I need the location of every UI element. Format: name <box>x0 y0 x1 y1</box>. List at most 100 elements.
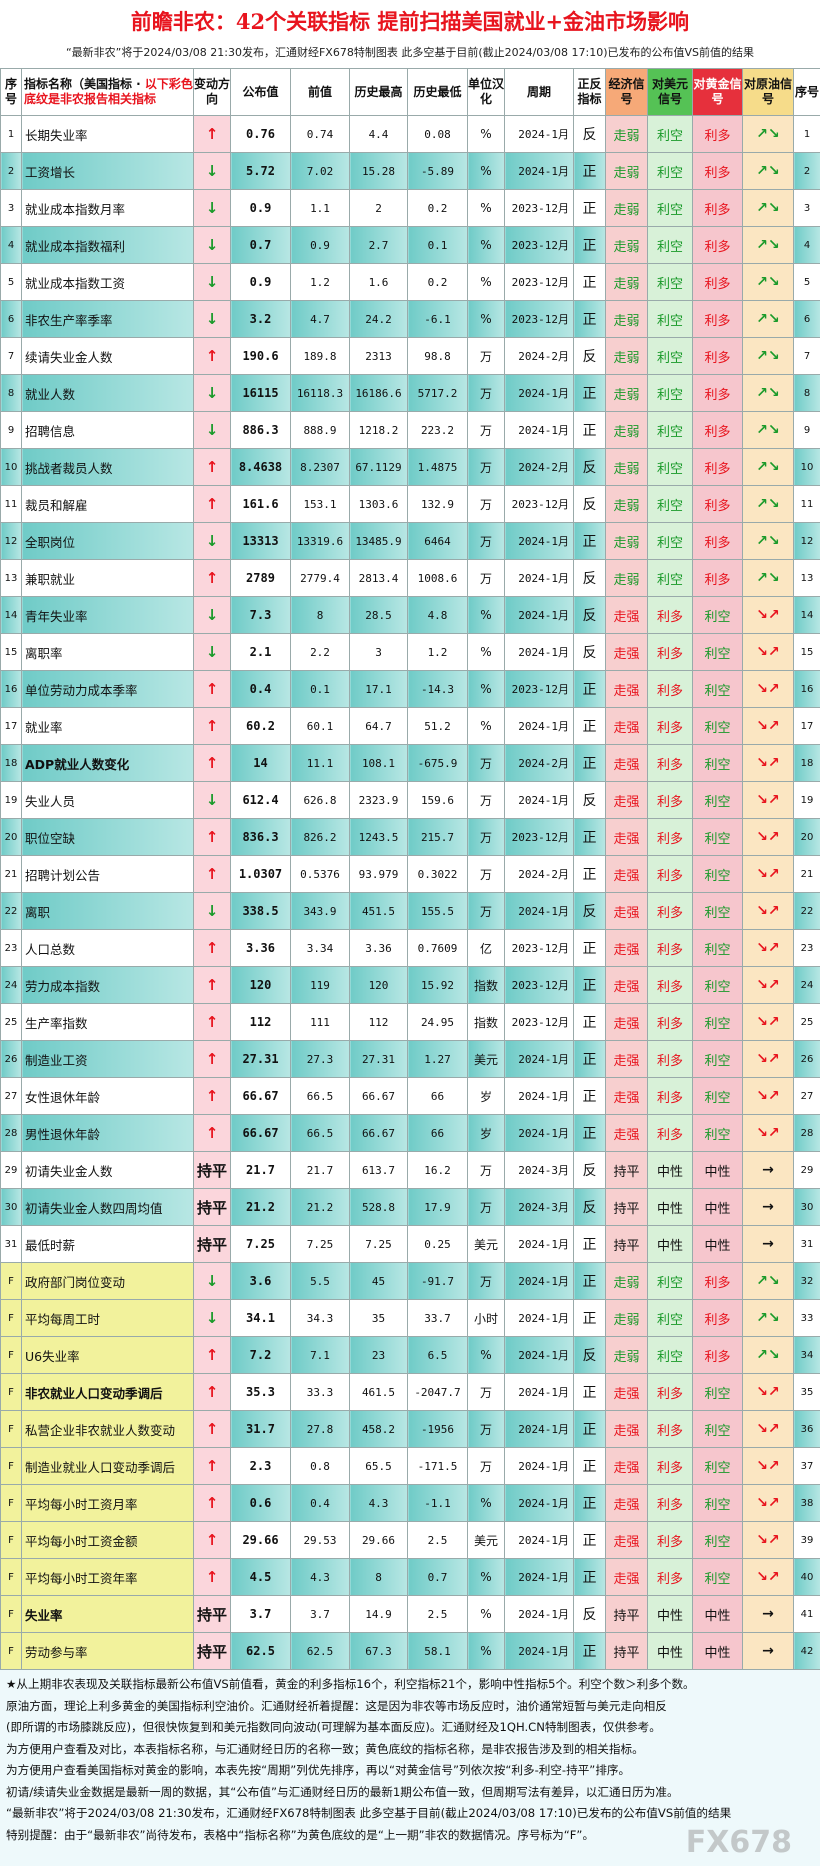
cell: 利空 <box>647 374 693 412</box>
table-row: 31 最低时薪 持平 7.25 7.25 7.25 0.25 美元 2024-1月正持平 中性 中性… <box>0 1225 820 1263</box>
cell: 就业成本指数工资 <box>21 263 194 301</box>
table-row: 21 招聘计划公告 ↑ 1.0307 0.5376 93.979 0.3022 万 2024-2… <box>0 855 820 893</box>
cell: 17.9 <box>407 1188 468 1226</box>
cell: 2024-1月 <box>504 1521 574 1559</box>
table-row: 9 招聘信息 ↓ 886.3 888.9 1218.2 223.2 万 2024-1月正走弱 利空… <box>0 411 820 449</box>
cell: 2024-3月 <box>504 1188 574 1226</box>
cell: 利多 <box>692 300 743 338</box>
cell: 190.6 <box>230 337 291 375</box>
cell: 离职率 <box>21 633 194 671</box>
cell: 利多 <box>692 226 743 264</box>
cell: 24 <box>0 966 22 1004</box>
cell: 男性退休年龄 <box>21 1114 194 1152</box>
cell: 持平 <box>193 1595 231 1633</box>
cell: 27.31 <box>349 1040 408 1078</box>
cell: 612.4 <box>230 781 291 819</box>
cell: 正 <box>573 966 606 1004</box>
cell: 利空 <box>692 1410 743 1448</box>
cell: ↑ <box>193 1336 231 1374</box>
cell: 36 <box>793 1410 820 1448</box>
cell: 66.67 <box>349 1114 408 1152</box>
cell: 21 <box>793 855 820 893</box>
cell: 利多 <box>692 152 743 190</box>
cell: 劳动参与率 <box>21 1632 194 1670</box>
table-row: 8 就业人数 ↓ 16115 16118.3 16186.6 5717.2 万 2024-1月正… <box>0 374 820 412</box>
cell: 22 <box>0 892 22 930</box>
cell: ↗↘ <box>742 115 794 153</box>
column-header-label: 指标名称（美国指标 · <box>24 77 145 91</box>
cell: 利空 <box>692 781 743 819</box>
cell: 0.7609 <box>407 929 468 967</box>
cell: 132.9 <box>407 485 468 523</box>
cell: 利空 <box>647 337 693 375</box>
cell: 19 <box>0 781 22 819</box>
cell: 2024-1月 <box>504 522 574 560</box>
cell: 35 <box>793 1373 820 1411</box>
column-header: 序号 <box>793 68 820 116</box>
cell: 万 <box>467 892 505 930</box>
cell: 338.5 <box>230 892 291 930</box>
cell: 33 <box>793 1299 820 1337</box>
cell: 26 <box>793 1040 820 1078</box>
cell: 1303.6 <box>349 485 408 523</box>
cell: 招聘计划公告 <box>21 855 194 893</box>
cell: 2.1 <box>230 633 291 671</box>
cell: ↘↗ <box>742 1373 794 1411</box>
table-row: 25 生产率指数 ↑ 112 111 112 24.95 指数 2023-12月正走强 利多 利空 ↘… <box>0 1003 820 1041</box>
cell: ↑ <box>193 1077 231 1115</box>
column-header: 对美元信号 <box>647 68 693 116</box>
cell: 28.5 <box>349 596 408 634</box>
cell: 单位劳动力成本季率 <box>21 670 194 708</box>
cell: 反 <box>573 633 606 671</box>
cell: 利空 <box>692 1373 743 1411</box>
cell: 走强 <box>605 855 648 893</box>
cell: 利多 <box>692 522 743 560</box>
cell: 利多 <box>647 781 693 819</box>
cell: 1 <box>0 115 22 153</box>
cell: 0.4 <box>290 1484 350 1522</box>
cell: 5717.2 <box>407 374 468 412</box>
cell: 2313 <box>349 337 408 375</box>
cell: 走弱 <box>605 300 648 338</box>
cell: 反 <box>573 1595 606 1633</box>
cell: 33.3 <box>290 1373 350 1411</box>
cell: 利多 <box>647 929 693 967</box>
cell: 2.5 <box>407 1595 468 1633</box>
cell: 0.2 <box>407 263 468 301</box>
cell: 反 <box>573 559 606 597</box>
cell: 平均每小时工资年率 <box>21 1558 194 1596</box>
cell: 万 <box>467 818 505 856</box>
cell: ↗↘ <box>742 485 794 523</box>
footer-line: 初请/续请失业金数据是最新一周的数据，其“公布值”与汇通财经日历的最新1期公布值… <box>6 1784 679 1799</box>
cell: 9 <box>793 411 820 449</box>
cell: 走强 <box>605 596 648 634</box>
cell: 22 <box>793 892 820 930</box>
cell: 持平 <box>605 1188 648 1226</box>
cell: 7.25 <box>230 1225 291 1263</box>
cell: 2023-12月 <box>504 670 574 708</box>
cell: 11.1 <box>290 744 350 782</box>
cell: 14 <box>0 596 22 634</box>
cell: 215.7 <box>407 818 468 856</box>
cell: -171.5 <box>407 1447 468 1485</box>
cell: 35.3 <box>230 1373 291 1411</box>
cell: -675.9 <box>407 744 468 782</box>
cell: 正 <box>573 1114 606 1152</box>
cell: 初请失业金人数四周均值 <box>21 1188 194 1226</box>
cell: ↘↗ <box>742 1114 794 1152</box>
cell: 0.08 <box>407 115 468 153</box>
cell: 走弱 <box>605 374 648 412</box>
cell: 青年失业率 <box>21 596 194 634</box>
cell: ↑ <box>193 1447 231 1485</box>
cell: 持平 <box>605 1595 648 1633</box>
cell: 利空 <box>647 1262 693 1300</box>
cell: 中性 <box>647 1225 693 1263</box>
cell: 1.2 <box>407 633 468 671</box>
cell: F <box>0 1595 22 1633</box>
cell: 利空 <box>692 670 743 708</box>
cell: 中性 <box>647 1595 693 1633</box>
cell: 政府部门岗位变动 <box>21 1262 194 1300</box>
table-body: 1 长期失业率 ↑ 0.76 0.74 4.4 0.08% 2024-1月反走弱 利空 利多 ↗↘ 1… <box>0 115 820 1670</box>
cell: 13 <box>0 559 22 597</box>
cell: 走强 <box>605 1040 648 1078</box>
